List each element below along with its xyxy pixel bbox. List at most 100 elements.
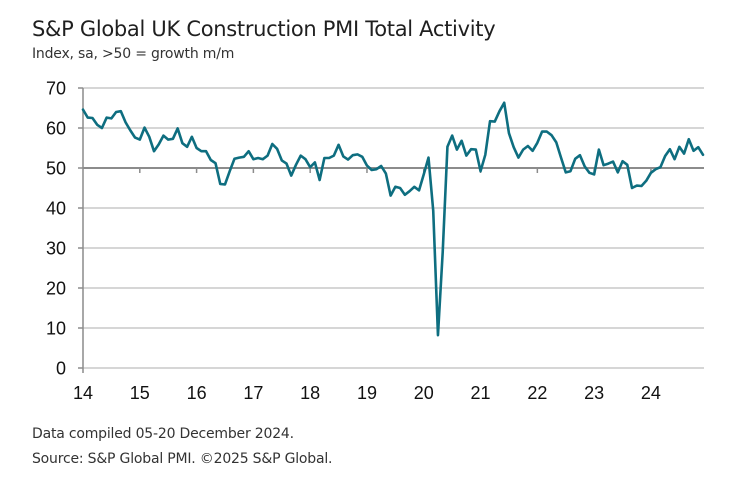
data-point xyxy=(475,148,477,150)
data-point xyxy=(531,150,533,152)
y-tick-label: 40 xyxy=(46,199,66,219)
data-point xyxy=(266,154,268,156)
data-point xyxy=(281,159,283,161)
data-point xyxy=(91,117,93,119)
data-point xyxy=(124,121,126,123)
data-point xyxy=(219,183,221,185)
data-point xyxy=(205,150,207,152)
data-point xyxy=(361,156,363,158)
data-point xyxy=(626,164,628,166)
data-point xyxy=(650,172,652,174)
data-point xyxy=(389,194,391,196)
x-tick-label: 21 xyxy=(471,383,491,403)
data-point xyxy=(257,157,259,159)
data-point xyxy=(328,157,330,159)
data-point xyxy=(550,134,552,136)
data-point xyxy=(129,129,131,131)
data-point xyxy=(418,189,420,191)
data-point xyxy=(456,148,458,150)
x-tick-label: 17 xyxy=(243,383,263,403)
data-point xyxy=(494,120,496,122)
y-tick-label: 20 xyxy=(46,279,66,299)
data-point xyxy=(593,173,595,175)
data-point xyxy=(167,138,169,140)
data-point xyxy=(423,173,425,175)
data-point xyxy=(347,158,349,160)
data-point xyxy=(176,127,178,129)
data-point xyxy=(489,120,491,122)
data-point xyxy=(678,146,680,148)
data-point xyxy=(148,136,150,138)
data-compiled-note: Data compiled 05-20 December 2024. xyxy=(32,426,294,442)
data-point xyxy=(560,156,562,158)
data-point xyxy=(309,166,311,168)
data-point xyxy=(271,143,273,145)
data-point xyxy=(115,111,117,113)
x-tick-label: 24 xyxy=(641,383,661,403)
series-group xyxy=(81,101,705,337)
data-point xyxy=(413,186,415,188)
data-point xyxy=(229,170,231,172)
data-point xyxy=(300,154,302,156)
data-point xyxy=(598,148,600,150)
data-point xyxy=(143,126,145,128)
y-tick-label: 30 xyxy=(46,239,66,259)
data-point xyxy=(371,169,373,171)
data-point xyxy=(659,166,661,168)
y-tick-labels: 0 10 20 30 40 50 60 70 xyxy=(46,79,66,379)
data-point xyxy=(631,187,633,189)
data-point xyxy=(702,154,704,156)
data-point xyxy=(101,127,103,129)
data-point xyxy=(214,162,216,164)
data-point xyxy=(139,138,141,140)
data-point xyxy=(352,154,354,156)
data-point xyxy=(508,132,510,134)
data-point xyxy=(673,158,675,160)
data-point xyxy=(385,172,387,174)
data-point xyxy=(82,108,84,110)
data-point xyxy=(295,164,297,166)
data-point xyxy=(380,165,382,167)
data-point xyxy=(437,334,439,336)
data-point xyxy=(243,156,245,158)
data-point xyxy=(247,150,249,152)
x-tick-label: 19 xyxy=(357,383,377,403)
y-tick-label: 60 xyxy=(46,119,66,139)
source-note: Source: S&P Global PMI. ©2025 S&P Global… xyxy=(32,451,333,467)
data-point xyxy=(120,110,122,112)
axes xyxy=(78,87,652,373)
data-point xyxy=(484,154,486,156)
data-point xyxy=(522,148,524,150)
data-point xyxy=(640,185,642,187)
data-point xyxy=(697,146,699,148)
data-point xyxy=(617,171,619,173)
data-point xyxy=(110,117,112,119)
data-point xyxy=(465,154,467,156)
data-point xyxy=(96,124,98,126)
data-point xyxy=(517,156,519,158)
data-point xyxy=(181,142,183,144)
x-tick-label: 18 xyxy=(300,383,320,403)
data-point xyxy=(664,155,666,157)
data-point xyxy=(337,144,339,146)
data-point xyxy=(441,251,443,253)
data-point xyxy=(224,183,226,185)
data-point xyxy=(162,134,164,136)
x-tick-label: 20 xyxy=(414,383,434,403)
data-point xyxy=(333,154,335,156)
x-tick-label: 23 xyxy=(584,383,604,403)
data-point xyxy=(527,145,529,147)
y-tick-label: 50 xyxy=(46,159,66,179)
x-tick-labels: 14 15 16 17 18 19 20 21 22 23 24 xyxy=(73,383,661,403)
data-point xyxy=(541,130,543,132)
data-point xyxy=(612,160,614,162)
series-line-construction-pmi xyxy=(81,101,705,337)
x-tick-label: 16 xyxy=(187,383,207,403)
data-point xyxy=(683,152,685,154)
data-point xyxy=(621,160,623,162)
data-point xyxy=(87,116,89,118)
data-point xyxy=(498,110,500,112)
y-tick-label: 0 xyxy=(56,359,66,379)
data-point xyxy=(669,148,671,150)
